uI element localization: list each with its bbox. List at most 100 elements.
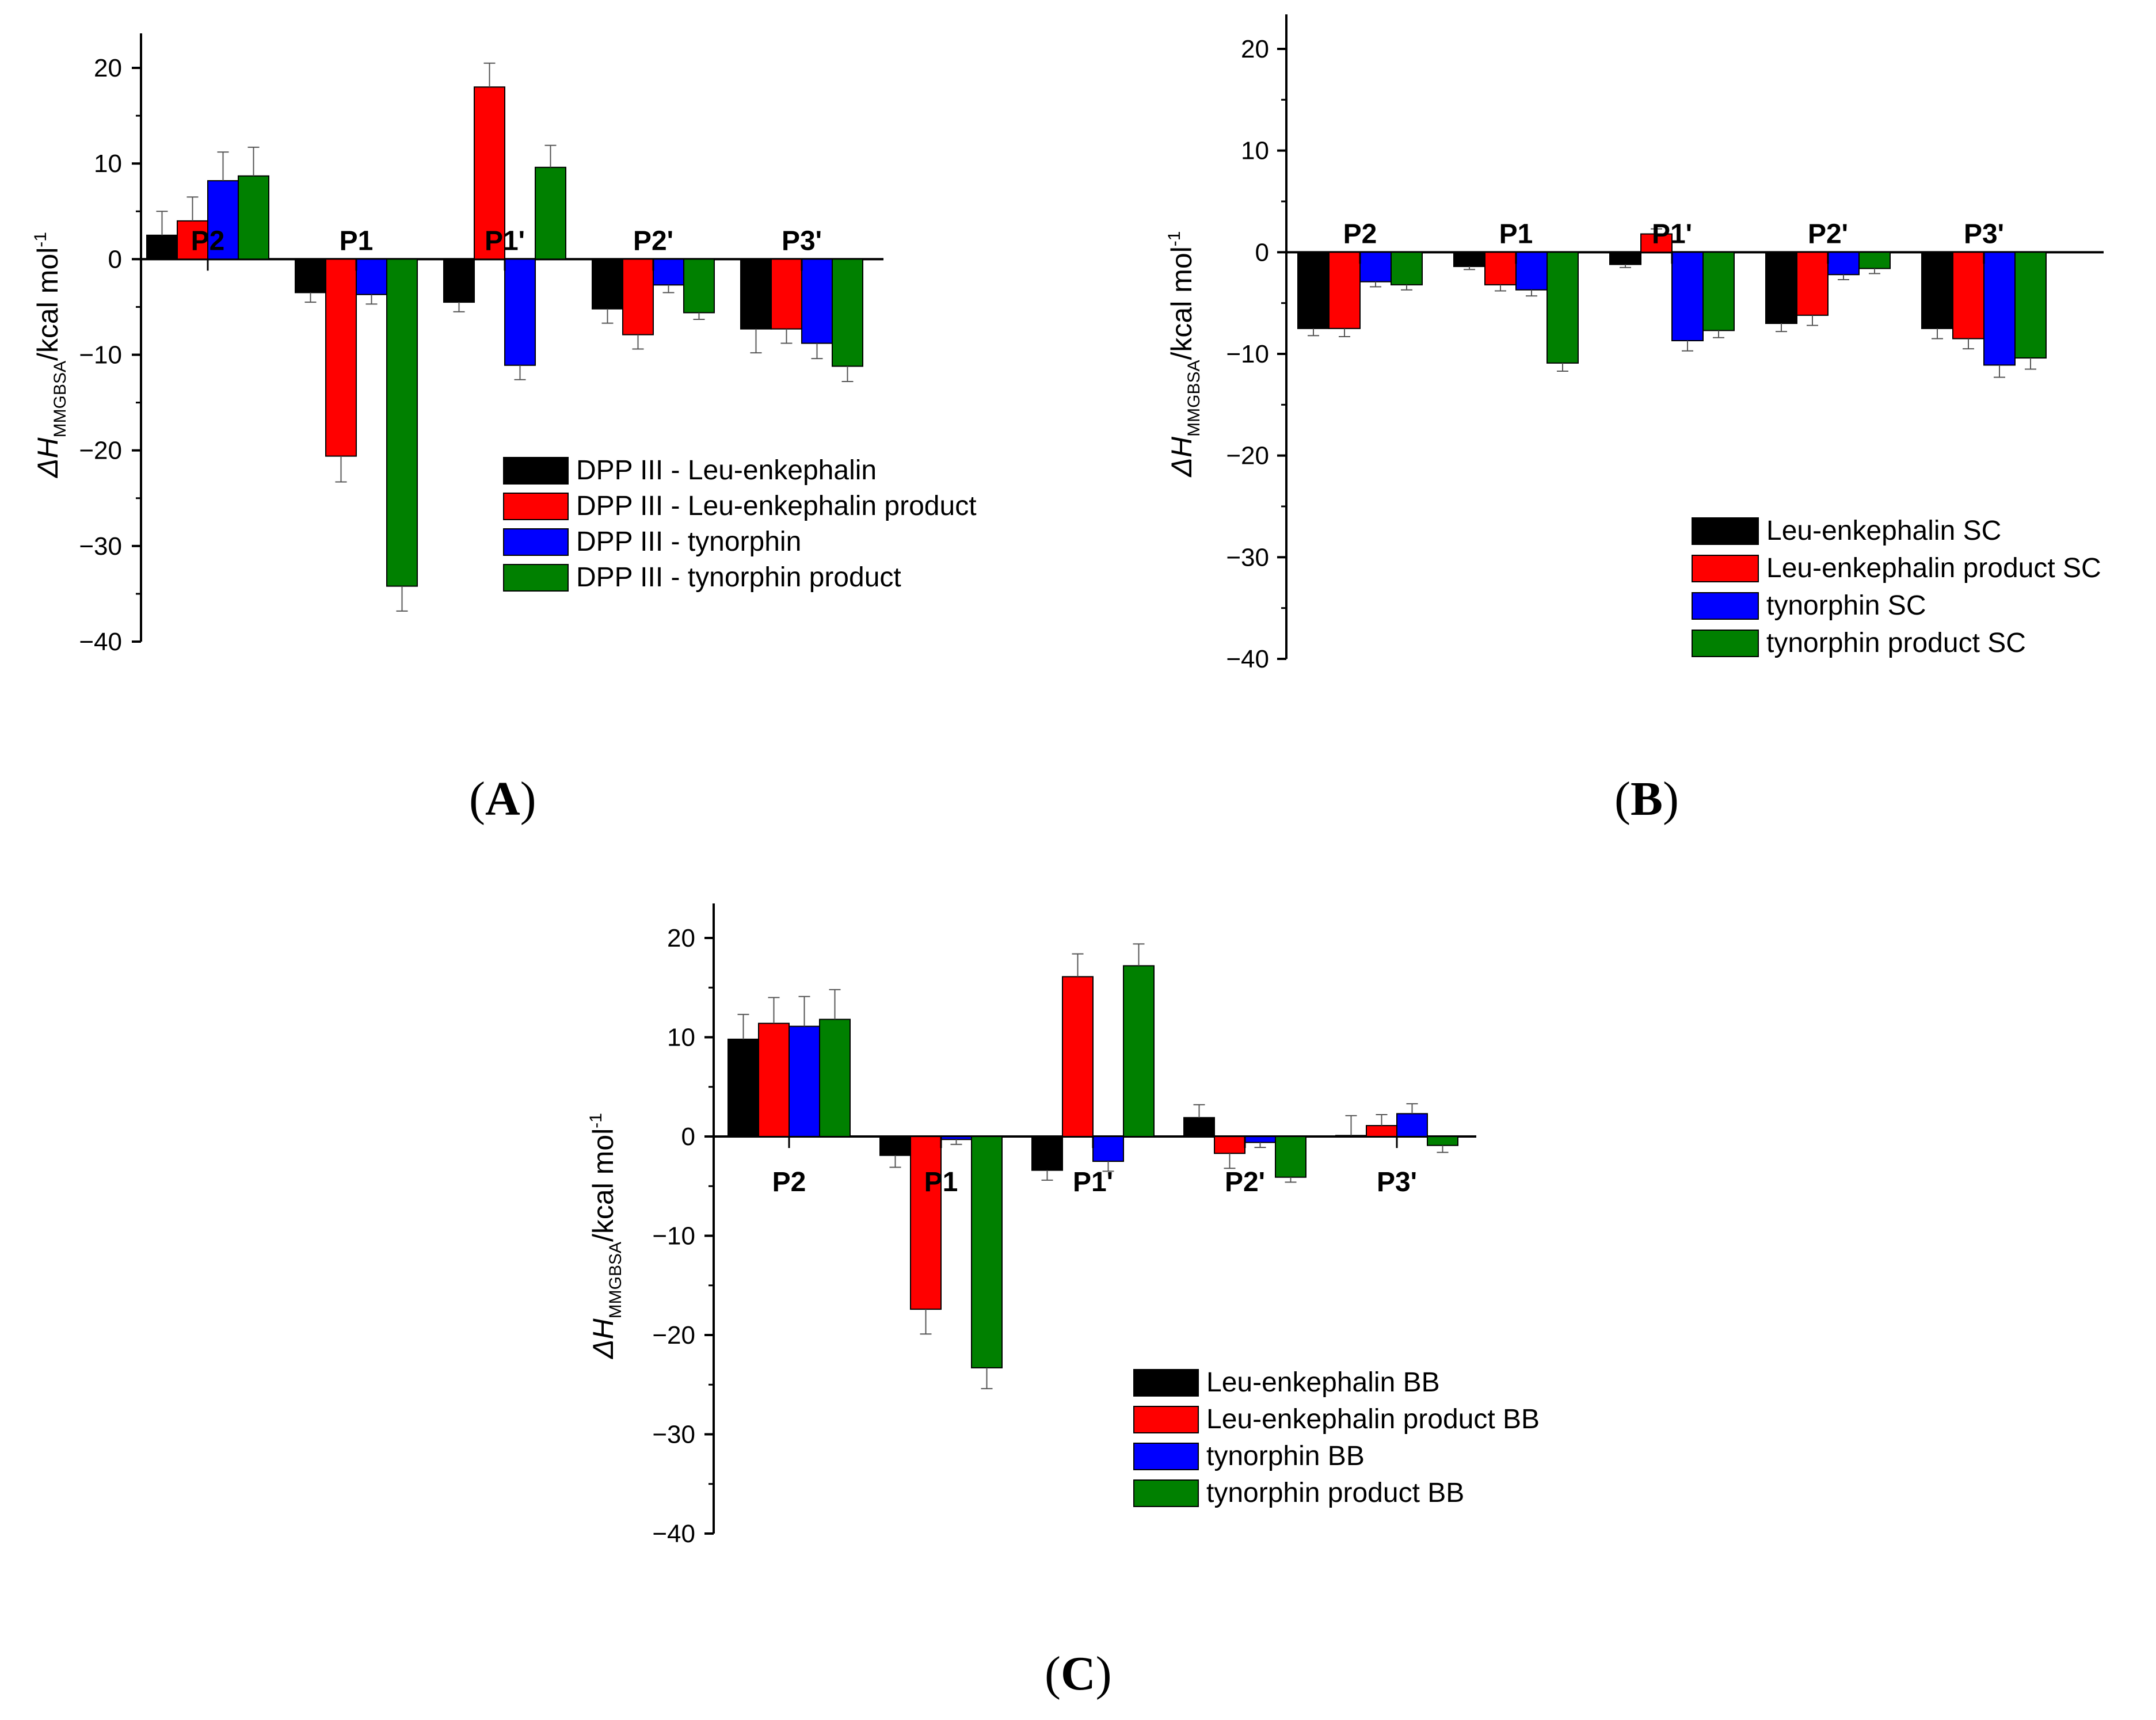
y-tick-label: −30: [79, 532, 122, 560]
bar: [1427, 1136, 1458, 1146]
legend-label: tynorphin SC: [1766, 590, 1926, 621]
bar: [1546, 251, 1579, 364]
bar: [1671, 251, 1704, 342]
category-label: P1': [1073, 1167, 1113, 1197]
y-axis-title-superscript: -1: [31, 232, 50, 247]
bar: [771, 258, 802, 330]
bar: [1183, 1117, 1215, 1137]
bar: [1983, 251, 2016, 366]
bar: [1515, 251, 1548, 291]
category-label: P2': [1808, 219, 1848, 249]
y-tick-label: −20: [652, 1321, 695, 1349]
category-label: P1': [1652, 219, 1692, 249]
legend-label: DPP III - tynorphin product: [576, 562, 901, 593]
legend-swatch: [1133, 1406, 1199, 1433]
legend-label: tynorphin product BB: [1206, 1478, 1464, 1508]
bar: [740, 258, 772, 330]
bar: [683, 258, 715, 314]
y-axis-title-symbol: ΔH: [32, 437, 64, 478]
legend-label: Leu-enkephalin BB: [1206, 1367, 1440, 1398]
panel-label-a: (A): [469, 772, 536, 826]
bar: [1765, 251, 1797, 325]
category-label: P1: [924, 1167, 958, 1197]
bar: [1092, 1136, 1124, 1162]
bar: [1031, 1136, 1063, 1171]
legend-label: Leu-enkephalin product BB: [1206, 1404, 1540, 1435]
y-tick-label: 0: [1255, 238, 1269, 266]
y-tick-label: 10: [667, 1024, 695, 1052]
bar: [504, 258, 536, 366]
legend-swatch: [503, 493, 569, 520]
y-tick-label: −10: [652, 1222, 695, 1250]
chart-panel-b: 20 10 0 −10 −20 −30 −40 ΔHMMGBSA/kcal mol-1 P2 P1…: [1165, 14, 2104, 673]
bar: [1391, 251, 1423, 285]
bar: [356, 258, 387, 295]
y-axis-title-unit: /kcal mol: [32, 247, 64, 361]
bar: [1214, 1136, 1245, 1154]
y-axis-title-subscript: MMGBSA: [1184, 360, 1203, 436]
bar: [788, 1025, 820, 1138]
y-axis-title-unit: /kcal mol: [1165, 246, 1198, 360]
y-tick-label: 20: [667, 924, 695, 952]
y-tick-label: −20: [1226, 442, 1269, 470]
category-label: P2': [1225, 1167, 1265, 1197]
legend-swatch: [503, 457, 569, 485]
legend-label: Leu-enkephalin SC: [1766, 516, 2001, 546]
bar: [1123, 965, 1155, 1138]
y-tick-label: 10: [1241, 137, 1269, 165]
legend-label: DPP III - Leu-enkephalin product: [576, 491, 977, 521]
bar: [325, 258, 357, 457]
y-tick-label: 10: [94, 150, 122, 178]
y-tick-label: −30: [652, 1421, 695, 1449]
y-axis-title-symbol: ΔH: [1165, 436, 1198, 478]
category-label: P3': [782, 226, 822, 256]
bar: [1702, 251, 1735, 331]
panel-label-b: (B): [1614, 772, 1679, 826]
legend-swatch: [503, 528, 569, 556]
bar: [592, 258, 623, 310]
legend-swatch: [1692, 630, 1759, 657]
bar: [971, 1136, 1003, 1368]
y-axis-title-superscript: -1: [1165, 231, 1184, 247]
bar: [1335, 1135, 1367, 1138]
bar: [1858, 251, 1891, 269]
bar: [622, 258, 654, 335]
bar: [1244, 1136, 1276, 1143]
legend-label: DPP III - Leu-enkephalin: [576, 455, 877, 486]
y-axis-title-subscript: MMGBSA: [606, 1242, 625, 1318]
legend-label: tynorphin product SC: [1766, 628, 2026, 658]
y-axis-title: ΔHMMGBSA/kcal mol-1: [586, 1113, 625, 1359]
bar: [177, 220, 208, 260]
category-label: P2: [191, 226, 225, 256]
category-label: P1: [340, 226, 374, 256]
bar: [1396, 1113, 1428, 1137]
bar: [758, 1023, 790, 1137]
bar: [910, 1136, 942, 1310]
legend-swatch: [1692, 555, 1759, 582]
panel-label-c: (C): [1045, 1647, 1112, 1700]
bar: [443, 258, 475, 303]
bar: [727, 1038, 759, 1137]
legend-swatch: [1692, 592, 1759, 620]
legend-label: DPP III - tynorphin: [576, 527, 801, 557]
y-tick-label: 20: [94, 54, 122, 82]
bar: [819, 1019, 851, 1137]
bar: [1062, 976, 1094, 1138]
legend-label: tynorphin BB: [1206, 1441, 1365, 1471]
bar: [801, 258, 833, 344]
chart-panel-a: 20 10 0 −10 −20 −30 −40 ΔHMMGBSA/kcal mol-1 P2 P1…: [31, 33, 977, 656]
bar: [1484, 251, 1517, 285]
y-tick-label: 20: [1241, 35, 1269, 63]
legend-label: Leu-enkephalin product SC: [1766, 553, 2101, 583]
y-axis-title-symbol: ΔH: [587, 1318, 619, 1359]
y-tick-label: −40: [79, 628, 122, 656]
y-tick-label: −10: [79, 341, 122, 369]
y-axis-title-subscript: MMGBSA: [51, 361, 70, 437]
y-axis-title: ΔHMMGBSA/kcal mol-1: [1165, 231, 1203, 478]
bar: [295, 258, 326, 293]
bar: [2014, 251, 2047, 359]
bar: [146, 234, 178, 260]
legend-swatch: [1133, 1443, 1199, 1470]
y-tick-label: −20: [79, 437, 122, 465]
